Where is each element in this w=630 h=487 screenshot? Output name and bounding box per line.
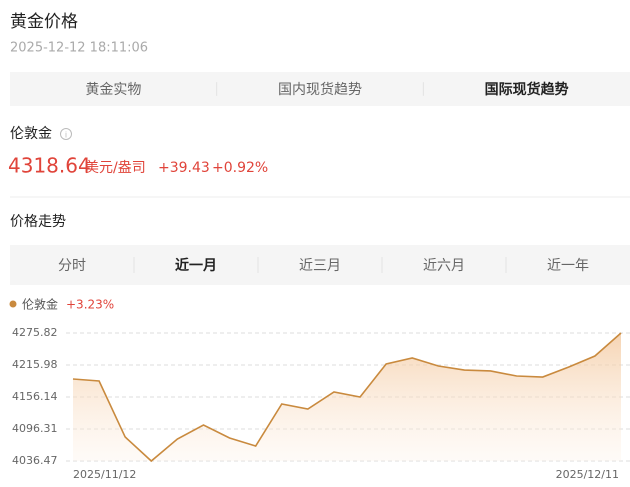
tab[interactable]: 近一年 [547, 258, 589, 274]
y-tick-label: 4275.82 [12, 326, 58, 339]
legend-dot [9, 300, 17, 308]
y-tick-label: 4215.98 [12, 358, 58, 371]
page-title: 黄金价格 [10, 12, 78, 32]
y-tick-bg [10, 420, 64, 437]
info-icon[interactable] [60, 128, 72, 140]
area-fill [73, 333, 621, 461]
tab[interactable]: 近六月 [423, 258, 465, 274]
x-tick-label: 2025/11/12 [73, 468, 136, 481]
y-tick-label: 4096.31 [12, 422, 58, 435]
section-title: 价格走势 [10, 214, 66, 230]
tab-bar [10, 72, 630, 106]
y-tick-label: 4036.47 [12, 454, 58, 467]
tab[interactable]: 国际现货趋势 [485, 81, 569, 98]
price: 4318.64 [8, 154, 91, 178]
y-tick-label: 4156.14 [12, 390, 58, 403]
tab[interactable]: 分时 [58, 258, 86, 274]
y-tick-bg [10, 357, 64, 374]
price-unit: 美元/盎司 [85, 160, 146, 176]
tab[interactable]: 近一月 [175, 257, 217, 274]
x-tick-label: 2025/12/11 [556, 468, 619, 481]
price-line [72, 332, 622, 463]
legend-name: 伦敦金 [22, 297, 58, 312]
tab[interactable]: 近三月 [299, 258, 341, 274]
range-tab-bar [10, 245, 630, 285]
tab[interactable]: 黄金实物 [85, 81, 141, 98]
tab[interactable]: 国内现货趋势 [278, 81, 362, 98]
price-change-pct: +0.92% [212, 160, 268, 176]
legend-change: +3.23% [66, 298, 114, 312]
info-icon-glyph: i [65, 131, 67, 140]
y-tick-bg [10, 389, 64, 406]
y-tick-bg [10, 453, 64, 469]
timestamp: 2025-12-12 18:11:06 [10, 41, 148, 56]
y-tick-bg [10, 325, 64, 341]
price-change: +39.43 [158, 160, 210, 176]
quote-name: 伦敦金 [10, 126, 52, 142]
